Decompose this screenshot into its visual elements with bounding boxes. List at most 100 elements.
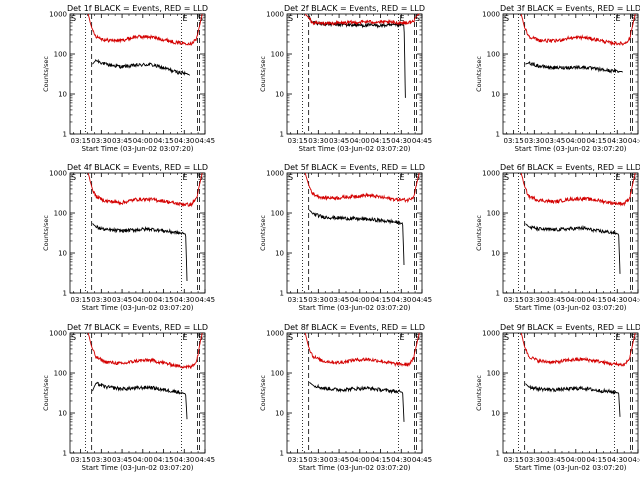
plot-panel: Det 6f BLACK = Events, RED = LLD 1 10 100 10… bbox=[475, 163, 640, 312]
y-tick-label: 1000 bbox=[482, 330, 500, 338]
plot-panel: Det 1f BLACK = Events, RED = LLD 1 10 100 10… bbox=[42, 4, 215, 153]
x-tick-label: 03:45 bbox=[329, 456, 349, 464]
x-tick-label: 04:45 bbox=[628, 296, 640, 304]
lld-series-line bbox=[520, 332, 636, 367]
lld-series-line bbox=[87, 13, 203, 47]
x-tick-label: 03:15 bbox=[288, 137, 308, 145]
x-tick-label: 04:00 bbox=[566, 296, 586, 304]
x-tick-label: 03:15 bbox=[288, 296, 308, 304]
x-tick-label: 03:30 bbox=[308, 137, 328, 145]
marker-s-end: S bbox=[415, 14, 420, 23]
y-axis-label: Counts/sec bbox=[259, 56, 267, 92]
plot-panel: Det 2f BLACK = Events, RED = LLD 1 10 100 10… bbox=[259, 4, 432, 153]
lld-series-line bbox=[304, 13, 420, 27]
x-tick-label: 03:30 bbox=[91, 137, 111, 145]
y-tick-label: 10 bbox=[58, 410, 67, 418]
y-tick-label: 100 bbox=[271, 51, 284, 59]
marker-s-start: S bbox=[71, 173, 76, 182]
marker-s-start: S bbox=[504, 333, 509, 342]
x-tick-label: 04:00 bbox=[350, 456, 370, 464]
plot-panel: Det 3f BLACK = Events, RED = LLD 1 10 100 10… bbox=[475, 4, 640, 153]
x-tick-label: 04:00 bbox=[566, 456, 586, 464]
x-axis-label: Start Time (03-Jun-02 03:07:20) bbox=[299, 464, 411, 472]
plot-title: Det 5f BLACK = Events, RED = LLD bbox=[284, 163, 425, 172]
x-tick-label: 04:45 bbox=[195, 296, 215, 304]
marker-s-start: S bbox=[71, 333, 76, 342]
plot-frame bbox=[502, 332, 639, 454]
events-series-line bbox=[309, 209, 405, 266]
y-tick-label: 1 bbox=[63, 450, 67, 458]
plot-frame bbox=[502, 172, 639, 294]
y-tick-label: 1 bbox=[280, 131, 284, 139]
x-tick-label: 03:15 bbox=[504, 456, 524, 464]
x-tick-label: 04:00 bbox=[133, 456, 153, 464]
marker-s-start: S bbox=[71, 14, 76, 23]
x-tick-label: 04:00 bbox=[566, 137, 586, 145]
plot-title: Det 7f BLACK = Events, RED = LLD bbox=[67, 323, 208, 332]
marker-s-start: S bbox=[288, 14, 293, 23]
y-tick-label: 10 bbox=[491, 410, 500, 418]
marker-s-start: S bbox=[288, 333, 293, 342]
y-tick-label: 1000 bbox=[49, 170, 67, 178]
x-tick-label: 03:15 bbox=[504, 296, 524, 304]
x-tick-label: 03:15 bbox=[71, 456, 91, 464]
marker-s-start: S bbox=[504, 173, 509, 182]
x-axis-label: Start Time (03-Jun-02 03:07:20) bbox=[515, 464, 627, 472]
marker-s-end: S bbox=[198, 333, 203, 342]
marker-s-start: S bbox=[288, 173, 293, 182]
x-tick-label: 03:45 bbox=[545, 456, 565, 464]
y-tick-label: 100 bbox=[271, 210, 284, 218]
x-tick-label: 03:30 bbox=[524, 456, 544, 464]
x-axis-label: Start Time (03-Jun-02 03:07:20) bbox=[299, 304, 411, 312]
y-axis-label: Counts/sec bbox=[42, 375, 50, 411]
y-tick-label: 10 bbox=[275, 410, 284, 418]
x-tick-label: 04:15 bbox=[153, 456, 173, 464]
plot-frame bbox=[69, 13, 206, 135]
x-tick-label: 04:30 bbox=[607, 137, 627, 145]
marker-s-end: S bbox=[631, 333, 636, 342]
y-tick-label: 100 bbox=[54, 51, 67, 59]
x-tick-label: 04:30 bbox=[174, 296, 194, 304]
marker-e: E bbox=[400, 333, 405, 342]
plot-frame bbox=[286, 332, 423, 454]
x-tick-label: 03:15 bbox=[71, 296, 91, 304]
x-tick-label: 03:30 bbox=[524, 296, 544, 304]
x-axis-label: Start Time (03-Jun-02 03:07:20) bbox=[82, 145, 194, 153]
y-tick-label: 100 bbox=[487, 210, 500, 218]
x-tick-label: 04:45 bbox=[412, 137, 432, 145]
x-tick-label: 03:30 bbox=[91, 296, 111, 304]
marker-e: E bbox=[616, 333, 621, 342]
x-tick-label: 04:15 bbox=[586, 296, 606, 304]
events-series-line bbox=[92, 223, 188, 282]
marker-e: E bbox=[616, 173, 621, 182]
y-tick-label: 100 bbox=[487, 51, 500, 59]
x-tick-label: 04:00 bbox=[350, 296, 370, 304]
marker-e: E bbox=[400, 14, 405, 23]
plot-panel: Det 9f BLACK = Events, RED = LLD 1 10 100 10… bbox=[475, 323, 640, 472]
events-series-line bbox=[309, 381, 405, 422]
plot-title: Det 2f BLACK = Events, RED = LLD bbox=[284, 4, 425, 13]
marker-e: E bbox=[616, 14, 621, 23]
plot-title: Det 9f BLACK = Events, RED = LLD bbox=[500, 323, 640, 332]
y-tick-label: 10 bbox=[275, 91, 284, 99]
x-tick-label: 03:30 bbox=[308, 296, 328, 304]
lld-series-line bbox=[304, 332, 420, 367]
plot-frame bbox=[286, 13, 423, 135]
lld-series-line bbox=[87, 332, 203, 370]
x-axis-label: Start Time (03-Jun-02 03:07:20) bbox=[82, 304, 194, 312]
events-series-line bbox=[525, 223, 621, 274]
y-axis-label: Counts/sec bbox=[42, 215, 50, 251]
x-tick-label: 04:15 bbox=[153, 137, 173, 145]
y-tick-label: 10 bbox=[491, 91, 500, 99]
y-tick-label: 1 bbox=[63, 131, 67, 139]
x-tick-label: 04:30 bbox=[391, 296, 411, 304]
x-tick-label: 04:15 bbox=[370, 296, 390, 304]
x-tick-label: 04:00 bbox=[133, 137, 153, 145]
y-tick-label: 10 bbox=[491, 250, 500, 258]
x-tick-label: 04:45 bbox=[628, 456, 640, 464]
plot-frame bbox=[502, 13, 639, 135]
x-tick-label: 03:45 bbox=[329, 296, 349, 304]
x-tick-label: 04:15 bbox=[153, 296, 173, 304]
x-tick-label: 03:45 bbox=[112, 296, 132, 304]
